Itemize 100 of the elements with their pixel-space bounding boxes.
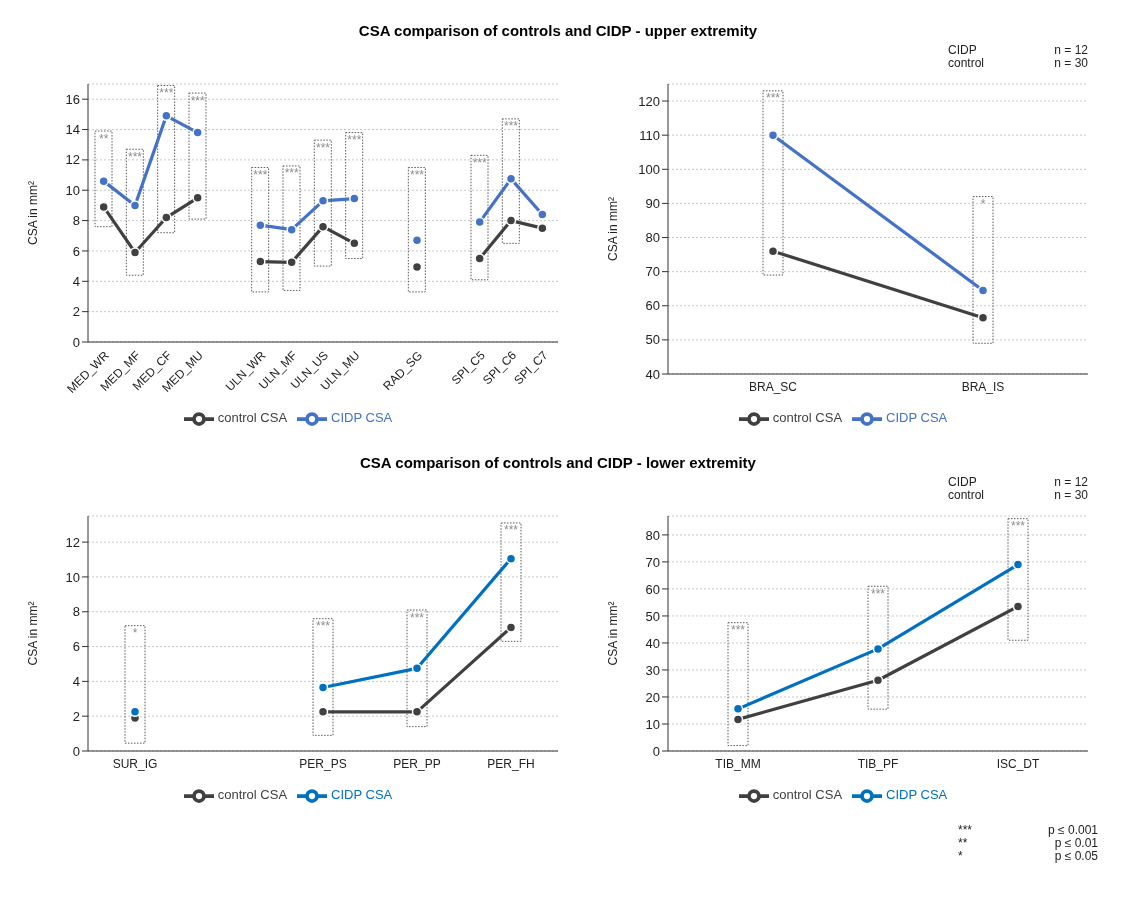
annotation: *** bbox=[503, 119, 519, 134]
y-tick-label: 6 bbox=[72, 639, 80, 655]
text: n = 30 bbox=[1053, 488, 1088, 502]
annotation: *** bbox=[870, 586, 886, 601]
text: *** bbox=[958, 823, 973, 837]
annotation: *** bbox=[315, 619, 331, 634]
annotation: *** bbox=[409, 167, 425, 182]
y-tick-label: 120 bbox=[638, 93, 660, 109]
y-tick-label: 60 bbox=[645, 298, 660, 314]
bar bbox=[124, 625, 146, 744]
bar bbox=[251, 166, 270, 293]
annotation: *** bbox=[765, 91, 781, 106]
bar bbox=[94, 130, 113, 228]
bar bbox=[867, 585, 889, 710]
text: ** bbox=[958, 836, 969, 850]
bar bbox=[157, 85, 176, 234]
text: n = 12 bbox=[1053, 43, 1088, 57]
y-tick-label: 8 bbox=[72, 213, 80, 229]
annotation: *** bbox=[472, 155, 487, 170]
annotation: *** bbox=[159, 86, 174, 101]
annotation: *** bbox=[284, 166, 299, 181]
x-tick-label: SUR_IG bbox=[112, 756, 158, 771]
y-tick-label: 8 bbox=[72, 604, 80, 620]
y-tick-label: 90 bbox=[645, 196, 660, 212]
y-tick-label: 70 bbox=[645, 554, 660, 570]
legend-label: control CSA bbox=[217, 787, 288, 803]
point bbox=[255, 256, 266, 267]
y-tick-label: 100 bbox=[638, 161, 660, 177]
bar bbox=[727, 622, 749, 747]
legend-label: CIDP CSA bbox=[886, 410, 948, 426]
y-tick-label: 50 bbox=[645, 608, 660, 624]
x-tick-label: BRA_IS bbox=[961, 379, 1005, 394]
text: p ≤ 0.05 bbox=[1053, 849, 1098, 863]
x-tick-label: TIB_PF bbox=[857, 756, 899, 771]
point bbox=[349, 193, 360, 204]
y-tick-label: 80 bbox=[645, 230, 660, 246]
bar bbox=[125, 148, 144, 276]
point bbox=[161, 212, 172, 223]
y-tick-label: 2 bbox=[72, 304, 80, 320]
x-tick-label: PER_FH bbox=[487, 756, 535, 771]
bar bbox=[406, 609, 428, 728]
y-tick-label: 40 bbox=[645, 366, 660, 382]
y-axis-title: CSA in mm² bbox=[606, 601, 621, 666]
bar bbox=[312, 618, 334, 736]
y-axis-title: CSA in mm² bbox=[606, 196, 621, 262]
bar bbox=[282, 165, 301, 291]
y-tick-label: 6 bbox=[72, 243, 80, 259]
x-tick-label: PER_PS bbox=[299, 756, 347, 771]
text: n = 12 bbox=[1053, 475, 1088, 489]
legend-label: control CSA bbox=[217, 410, 288, 426]
bar bbox=[407, 166, 426, 293]
annotation: *** bbox=[253, 167, 268, 182]
text: CIDP bbox=[948, 43, 978, 57]
bar bbox=[500, 522, 522, 642]
y-tick-label: 10 bbox=[65, 182, 80, 198]
annotation: *** bbox=[409, 610, 425, 625]
y-tick-label: 60 bbox=[645, 581, 660, 597]
y-tick-label: 110 bbox=[639, 127, 660, 143]
y-tick-label: 12 bbox=[65, 534, 80, 550]
annotation: *** bbox=[127, 149, 143, 164]
x-tick-label: ISC_DT bbox=[996, 756, 1040, 771]
y-tick-label: 16 bbox=[65, 91, 80, 107]
point bbox=[286, 224, 297, 235]
bar bbox=[313, 139, 332, 267]
y-tick-label: 2 bbox=[72, 708, 80, 724]
bar bbox=[345, 132, 364, 260]
annotation: *** bbox=[315, 140, 331, 155]
y-tick-label: 40 bbox=[645, 635, 660, 651]
y-tick-label: 0 bbox=[72, 334, 80, 350]
y-tick-label: 4 bbox=[72, 673, 80, 689]
annotation: *** bbox=[347, 133, 362, 148]
point bbox=[474, 253, 485, 264]
y-tick-label: 50 bbox=[645, 332, 660, 348]
y-tick-label: 20 bbox=[645, 689, 660, 705]
x-tick-label: PER_PP bbox=[393, 756, 441, 771]
legend-label: CIDP CSA bbox=[331, 787, 393, 803]
y-axis-title: CSA in mm² bbox=[26, 180, 41, 246]
legend-label: control CSA bbox=[772, 787, 843, 803]
annotation: *** bbox=[730, 623, 746, 638]
text: control bbox=[948, 488, 986, 502]
y-axis-title: CSA in mm² bbox=[26, 601, 41, 666]
point bbox=[192, 127, 203, 138]
x-tick-label: TIB_MM bbox=[715, 756, 761, 771]
text: * bbox=[958, 849, 964, 863]
y-tick-label: 30 bbox=[645, 662, 660, 678]
annotation: * bbox=[980, 197, 986, 212]
annotation: *** bbox=[503, 523, 519, 538]
bar bbox=[501, 118, 520, 244]
text: p ≤ 0.001 bbox=[1047, 823, 1098, 837]
point bbox=[537, 209, 548, 220]
chart-title: CSA comparison of controls and CIDP - lower extremity bbox=[359, 454, 757, 473]
text: control bbox=[948, 56, 986, 70]
annotation: *** bbox=[190, 93, 205, 108]
y-tick-label: 0 bbox=[652, 743, 660, 759]
bar bbox=[188, 92, 207, 220]
legend-label: CIDP CSA bbox=[886, 787, 948, 803]
y-tick-label: 4 bbox=[72, 273, 80, 289]
y-tick-label: 80 bbox=[645, 527, 660, 543]
annotation: * bbox=[132, 626, 138, 641]
y-tick-label: 0 bbox=[72, 743, 80, 759]
